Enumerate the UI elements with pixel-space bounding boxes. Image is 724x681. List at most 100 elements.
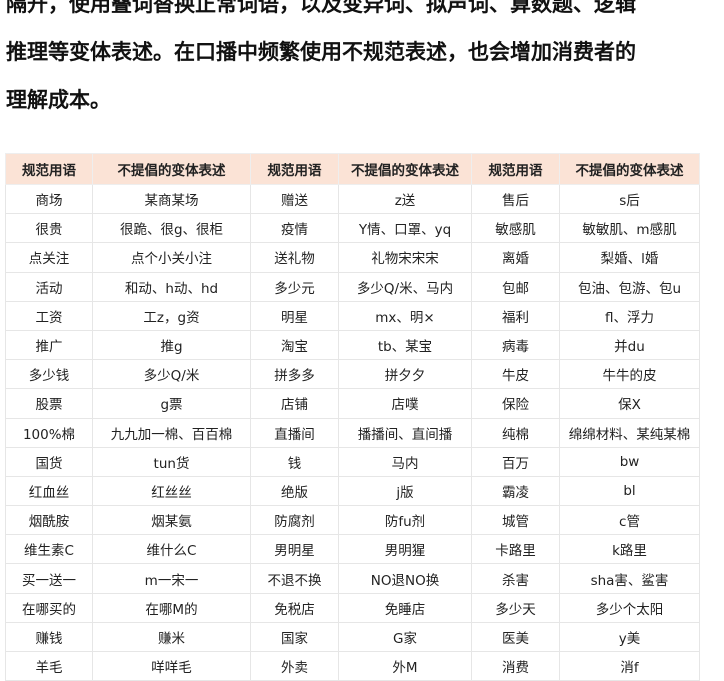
table-cell: 维什么C (92, 534, 251, 565)
table-cell: 咩咩毛 (92, 650, 251, 681)
table-cell: 多少天 (471, 592, 560, 623)
table-cell: 绝版 (250, 475, 339, 507)
table-cell: 敏敏肌、m感肌 (559, 213, 700, 244)
table-row: 活动 和动、h动、hd 多少元 多少Q/米、马内 包邮 包油、包游、包u (5, 271, 700, 302)
table-cell: 医美 (471, 621, 560, 653)
table-cell: 送礼物 (250, 242, 339, 273)
table-cell: bl (559, 475, 700, 507)
table-cell: 多少个太阳 (559, 592, 700, 623)
table-cell: 点关注 (5, 242, 93, 273)
table-cell: 卡路里 (471, 534, 560, 565)
table-cell: c管 (559, 505, 700, 536)
table-cell: 牛皮 (471, 359, 560, 390)
table-cell: 多少Q/米 (92, 359, 251, 390)
table-cell: 维生素C (5, 534, 93, 565)
header-cell: 规范用语 (250, 153, 339, 185)
table-cell: 店铺 (250, 388, 339, 419)
table-cell: 赠送 (250, 183, 339, 215)
table-cell: 点个小关小注 (92, 242, 251, 273)
table-cell: 霸凌 (471, 475, 560, 507)
table-cell: 拼多多 (250, 359, 339, 390)
table-cell: 外M (338, 650, 472, 681)
table-cell: g票 (92, 388, 251, 419)
table-cell: 多少元 (250, 271, 339, 302)
table-cell: 礼物宋宋宋 (338, 242, 472, 273)
table-cell: s后 (559, 183, 700, 215)
table-cell: 梨婚、l婚 (559, 242, 700, 273)
table-cell: 拼夕夕 (338, 359, 472, 390)
table-cell: Y情、口罩、yq (338, 213, 472, 244)
table-row: 100%棉 九九加一棉、百百棉 直播间 播播间、直间播 纯棉 绵绵材料、某纯某棉 (5, 417, 700, 448)
table-cell: G家 (338, 621, 472, 653)
table-cell: 红丝丝 (92, 475, 251, 507)
table-cell: 商场 (5, 183, 93, 215)
table-row: 红血丝 红丝丝 绝版 j版 霸凌 bl (5, 475, 700, 507)
table-row: 工资 工z，g资 明星 mx、明× 福利 fl、浮力 (5, 300, 700, 331)
table-cell: 病毒 (471, 329, 560, 361)
table-cell: 在哪M的 (92, 592, 251, 623)
table-cell: tb、某宝 (338, 329, 472, 361)
table-cell: 消f (559, 650, 700, 681)
table-cell: 消费 (471, 650, 560, 681)
table-cell: tun货 (92, 446, 251, 477)
table-cell: 在哪买的 (5, 592, 93, 623)
table-row: 股票 g票 店铺 店噗 保险 保X (5, 388, 700, 419)
table-cell: 烟酰胺 (5, 505, 93, 536)
table-cell: 不退不换 (250, 563, 339, 594)
table-cell: 城管 (471, 505, 560, 536)
table-cell: 绵绵材料、某纯某棉 (559, 417, 700, 448)
table-cell: 活动 (5, 271, 93, 302)
table-row: 点关注 点个小关小注 送礼物 礼物宋宋宋 离婚 梨婚、l婚 (5, 242, 700, 273)
table-cell: 包邮 (471, 271, 560, 302)
table-cell: 疫情 (250, 213, 339, 244)
header-cell: 不提倡的变体表述 (92, 153, 251, 185)
table-cell: 直播间 (250, 417, 339, 448)
table-cell: 免睡店 (338, 592, 472, 623)
table-cell: 杀害 (471, 563, 560, 594)
table-cell: 国家 (250, 621, 339, 653)
table-cell: 多少Q/米、马内 (338, 271, 472, 302)
table-cell: 播播间、直间播 (338, 417, 472, 448)
table-cell: k路里 (559, 534, 700, 565)
table-cell: 马内 (338, 446, 472, 477)
paragraph-line: 理解成本。 (6, 88, 111, 112)
table-row: 商场 某商某场 赠送 z送 售后 s后 (5, 183, 700, 215)
table-cell: 赚米 (92, 621, 251, 653)
table-cell: 很贵 (5, 213, 93, 244)
table-cell: NO退NO换 (338, 563, 472, 594)
table-row: 买一送一 m一宋一 不退不换 NO退NO换 杀害 sha害、鲨害 (5, 563, 700, 594)
table-cell: 羊毛 (5, 650, 93, 681)
table-cell: 纯棉 (471, 417, 560, 448)
table-row: 赚钱 赚米 国家 G家 医美 y美 (5, 621, 700, 653)
header-cell: 不提倡的变体表述 (338, 153, 472, 185)
table-cell: 离婚 (471, 242, 560, 273)
table-row: 烟酰胺 烟某氨 防腐剂 防fu剂 城管 c管 (5, 505, 700, 536)
table-cell: 男明猩 (338, 534, 472, 565)
table-cell: 防腐剂 (250, 505, 339, 536)
table-cell: 工z，g资 (92, 300, 251, 331)
table-row: 维生素C 维什么C 男明星 男明猩 卡路里 k路里 (5, 534, 700, 565)
paragraph: 隔开，使用叠词替换正常词语，以及变异词、拟声词、算数题、逻辑 推理等变体表述。在… (6, 0, 706, 124)
table-cell: 男明星 (250, 534, 339, 565)
table-cell: bw (559, 446, 700, 477)
table-cell: z送 (338, 183, 472, 215)
table-cell: 某商某场 (92, 183, 251, 215)
table-row: 推广 推g 淘宝 tb、某宝 病毒 并du (5, 329, 700, 361)
header-cell: 规范用语 (471, 153, 560, 185)
table-cell: 包油、包游、包u (559, 271, 700, 302)
table-cell: 店噗 (338, 388, 472, 419)
table-cell: 很跪、很g、很柜 (92, 213, 251, 244)
table-cell: j版 (338, 475, 472, 507)
table-cell: 买一送一 (5, 563, 93, 594)
table-row: 在哪买的 在哪M的 免税店 免睡店 多少天 多少个太阳 (5, 592, 700, 623)
table-cell: m一宋一 (92, 563, 251, 594)
table-cell: sha害、鲨害 (559, 563, 700, 594)
table-row: 羊毛 咩咩毛 外卖 外M 消费 消f (5, 650, 700, 681)
paragraph-line: 推理等变体表述。在口播中频繁使用不规范表述，也会增加消费者的 (6, 40, 636, 64)
table-cell: 股票 (5, 388, 93, 419)
table-cell: 售后 (471, 183, 560, 215)
table-cell: 多少钱 (5, 359, 93, 390)
table-cell: 外卖 (250, 650, 339, 681)
table-cell: 国货 (5, 446, 93, 477)
table-cell: 敏感肌 (471, 213, 560, 244)
